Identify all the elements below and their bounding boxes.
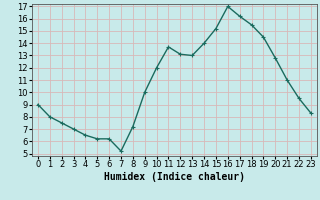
X-axis label: Humidex (Indice chaleur): Humidex (Indice chaleur) <box>104 172 245 182</box>
